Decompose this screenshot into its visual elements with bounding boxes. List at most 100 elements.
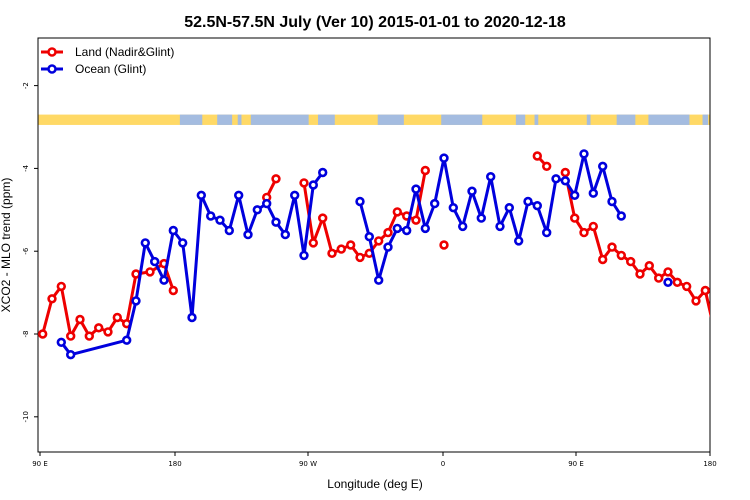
data-point-ocean <box>280 229 290 240</box>
data-point-ocean <box>476 213 486 223</box>
data-point-land <box>383 227 393 238</box>
data-point-ocean <box>374 275 384 285</box>
x-axis-label: Longitude (deg E) <box>327 477 422 491</box>
x-tick-label: 90 E <box>568 460 584 468</box>
data-point-land <box>616 250 626 261</box>
data-point-land <box>711 329 718 336</box>
data-point-ocean <box>439 153 449 163</box>
data-point-land <box>374 236 384 246</box>
data-point-land <box>327 248 337 259</box>
data-point-land <box>597 254 608 265</box>
map-strip-ocean <box>217 114 233 125</box>
y-tick-label: -4 <box>22 164 30 172</box>
data-point-land <box>607 242 617 252</box>
map-strip-land <box>38 114 710 125</box>
data-point-land <box>56 281 66 292</box>
data-point-ocean <box>458 221 468 232</box>
data-point-land <box>93 323 104 333</box>
map-strip-ocean <box>318 114 335 125</box>
map-strip-ocean <box>377 114 404 125</box>
data-point-land <box>392 207 402 217</box>
data-point-ocean <box>355 196 365 207</box>
data-point-land <box>75 314 85 325</box>
map-strip-ocean <box>237 114 242 125</box>
data-point-land <box>439 240 449 250</box>
data-point-land <box>355 252 365 263</box>
data-point-ocean <box>467 186 477 196</box>
data-point-land <box>579 227 589 238</box>
map-strip-ocean <box>515 114 526 125</box>
data-point-ocean <box>411 184 421 194</box>
data-point-ocean <box>597 161 608 172</box>
data-point-land <box>691 296 701 306</box>
data-point-land <box>541 161 552 172</box>
y-tick-label: -2 <box>22 82 30 89</box>
data-point-land <box>168 285 179 296</box>
data-point-land <box>569 213 580 223</box>
map-strip-ocean <box>616 114 636 125</box>
data-point-land <box>625 256 636 267</box>
data-point-ocean <box>159 275 169 285</box>
data-point-land <box>653 273 664 283</box>
data-point-land <box>644 261 654 271</box>
data-point-ocean <box>513 236 524 246</box>
plot-frame <box>37 37 711 453</box>
y-axis-label: XCO2 - MLO trend (ppm) <box>0 178 13 313</box>
x-tick-label: 180 <box>168 460 181 468</box>
data-point-land <box>739 331 746 338</box>
data-point-ocean <box>206 211 216 221</box>
y-tick-label: -10 <box>22 411 30 422</box>
data-point-ocean <box>532 201 542 211</box>
data-point-land <box>38 329 48 339</box>
data-point-land <box>47 294 57 304</box>
legend: Land (Nadir&Glint) Ocean (Glint) <box>41 45 174 76</box>
data-point-land <box>672 277 682 287</box>
data-point-land <box>318 213 328 223</box>
data-point-ocean <box>224 225 235 236</box>
legend-land-marker <box>47 47 57 57</box>
data-point-ocean <box>430 198 440 209</box>
data-point-land <box>65 331 76 341</box>
y-tick-label: -6 <box>22 247 30 255</box>
data-point-land <box>271 174 281 184</box>
data-point-land <box>299 178 309 188</box>
data-point-ocean <box>196 190 207 201</box>
map-strip-ocean <box>586 114 591 125</box>
data-point-ocean <box>560 176 570 186</box>
data-point-land <box>721 295 728 302</box>
data-point-ocean <box>318 167 328 178</box>
data-point-ocean <box>392 223 402 234</box>
data-point-ocean <box>215 215 225 225</box>
data-point-land <box>560 167 570 178</box>
data-point-ocean <box>402 225 412 236</box>
data-point-ocean <box>420 223 430 234</box>
legend-land-label: Land (Nadir&Glint) <box>75 45 174 59</box>
map-strip-ocean <box>648 114 690 125</box>
data-point-ocean <box>243 229 253 240</box>
data-point-land <box>103 327 113 337</box>
data-point-land <box>411 215 421 225</box>
data-point-land <box>663 267 673 277</box>
data-point-ocean <box>448 203 458 213</box>
data-point-ocean <box>588 188 598 198</box>
data-point-ocean <box>607 196 617 207</box>
series-layer <box>38 149 746 360</box>
data-point-ocean <box>523 196 533 207</box>
map-strip-ocean <box>250 114 309 125</box>
data-point-ocean <box>252 205 262 215</box>
data-point-ocean <box>271 217 281 227</box>
x-tick-label: 180 <box>703 460 716 468</box>
data-point-ocean <box>290 190 300 201</box>
series-line-ocean <box>60 171 324 357</box>
data-point-ocean <box>131 296 141 306</box>
data-point-ocean <box>551 174 561 184</box>
map-strip-ocean <box>179 114 203 125</box>
data-point-ocean <box>150 256 160 267</box>
x-tick-label: 90 E <box>32 460 48 468</box>
data-point-land <box>112 312 123 323</box>
chart-title: 52.5N-57.5N July (Ver 10) 2015-01-01 to … <box>184 14 566 31</box>
data-point-land <box>588 221 598 232</box>
data-point-land <box>346 240 356 250</box>
data-point-ocean <box>504 203 514 213</box>
data-point-ocean <box>140 238 151 248</box>
